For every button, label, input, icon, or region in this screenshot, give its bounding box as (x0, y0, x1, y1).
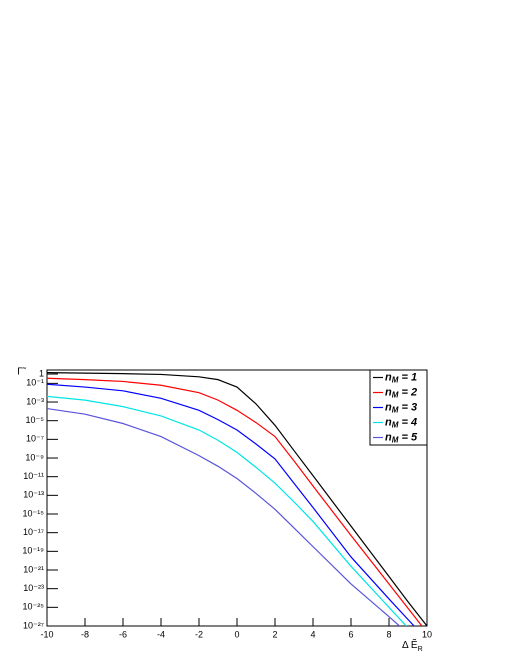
x-axis-label-sub: R (418, 646, 423, 653)
y-tick-label: 10⁻¹¹ (23, 471, 44, 481)
legend-label-sub: M (392, 406, 399, 415)
y-axis-label: Γ̃ (17, 367, 27, 378)
y-tick-label: 10⁻⁵ (26, 415, 45, 425)
y-tick-label: 10⁻¹⁹ (22, 546, 44, 556)
x-tick-label: 8 (386, 629, 391, 639)
data-line (47, 395, 408, 626)
y-tick-label: 10⁻²⁷ (23, 620, 44, 630)
x-tick-label: 0 (234, 629, 239, 639)
data-line (47, 407, 401, 626)
legend-label-name: n (385, 431, 392, 443)
data-line (47, 383, 415, 626)
legend-label-sub: M (392, 376, 399, 385)
y-tick-label: 10⁻¹⁵ (23, 508, 45, 518)
legend-label-rest: = 5 (398, 431, 418, 443)
y-tick-label: 10⁻¹ (26, 378, 44, 388)
legend-label-sub: M (392, 436, 399, 445)
x-tick-label: -8 (81, 629, 89, 639)
y-tick-label: 10⁻¹⁷ (23, 527, 44, 537)
y-tick-label: 10⁻²¹ (23, 564, 44, 574)
legend-label: nM = 4 (385, 416, 417, 429)
legend-label-name: n (385, 416, 392, 428)
legend-label-name: n (385, 401, 392, 413)
y-tick-label: 10⁻²³ (23, 583, 44, 593)
legend-label: nM = 2 (385, 386, 417, 399)
data-line (47, 377, 423, 626)
x-tick-label: -10 (40, 629, 53, 639)
x-axis-label-main: Δ Ẽ (402, 638, 418, 651)
legend-label-sub: M (392, 391, 399, 400)
legend-label-rest: = 3 (398, 401, 417, 413)
x-tick-label: 6 (348, 629, 353, 639)
legend-label-name: n (385, 386, 392, 398)
x-tick-label: 10 (422, 629, 432, 639)
y-tick-label: 10⁻⁹ (25, 452, 44, 462)
x-tick-label: 4 (310, 629, 315, 639)
legend-label: nM = 3 (385, 401, 417, 414)
y-tick-label: 10⁻¹³ (23, 490, 44, 500)
legend-label-name: n (385, 371, 392, 383)
legend-label-rest: = 1 (398, 371, 417, 383)
x-tick-label: -6 (119, 629, 127, 639)
y-tick-label: 10⁻⁷ (26, 434, 44, 444)
y-tick-label: 1 (39, 368, 44, 378)
data-line (47, 372, 427, 626)
x-tick-label: 2 (272, 629, 277, 639)
legend-label: nM = 5 (385, 431, 418, 444)
legend-label-sub: M (392, 421, 399, 430)
x-tick-label: -4 (157, 629, 165, 639)
y-tick-label: 10⁻²⁵ (23, 602, 45, 612)
x-axis-label: Δ ẼR (402, 638, 423, 653)
legend-label: nM = 1 (385, 371, 417, 384)
legend-label-rest: = 2 (398, 386, 417, 398)
x-tick-label: -2 (195, 629, 203, 639)
y-tick-label: 10⁻³ (26, 396, 44, 406)
legend-label-rest: = 4 (398, 416, 417, 428)
